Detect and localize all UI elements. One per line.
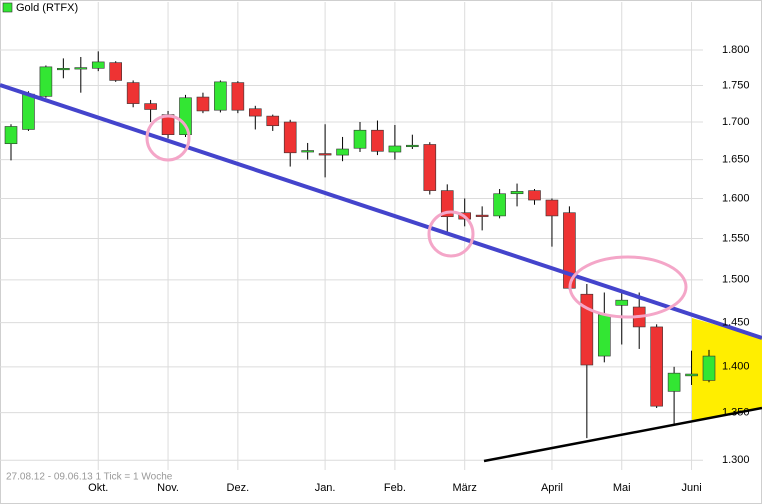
candle-body [528,190,541,201]
candle-body [214,81,227,111]
candle-body [423,144,437,191]
candle-body [249,108,262,117]
x-tick-label: Feb. [384,482,406,494]
candle-body [667,372,681,392]
candle-body [406,144,419,148]
footnote: 27.08.12 - 09.06.13 1 Tick = 1 Woche [6,472,173,483]
x-tick-label: Mai [613,482,631,494]
candle-body [126,82,140,104]
highlight-circle [568,255,688,319]
x-tick-label: Jan. [315,482,336,494]
candle-body [493,193,506,217]
candle-body [615,299,629,306]
y-tick-label: 1.450 [722,316,750,328]
candle-body [91,61,105,69]
y-tick-label: 1.300 [722,454,750,466]
candle-body [388,145,402,153]
candle-body [22,93,35,130]
candle-body [109,62,122,81]
y-tick-label: 1.800 [722,44,750,56]
axis-labels: 1.300 1.350 1.400 1.450 1.500 1.550 1.600 1.650… [88,44,749,494]
candle-body [283,121,297,154]
x-tick-label: März [452,482,476,494]
support-line [483,406,762,463]
candle-body [685,373,698,377]
candle-body [57,67,70,71]
candle-body [266,115,280,127]
candle-body [580,293,594,366]
candle-body [318,153,332,156]
candle-body [4,126,18,145]
candle-body [440,190,454,218]
candle-body [179,97,192,135]
candle-body [371,129,384,152]
candle-body [475,214,489,217]
candle-body [74,67,88,70]
candle-body [336,148,349,156]
x-tick-label: Okt. [88,482,108,494]
trend-line [0,83,762,340]
candle-body [196,96,210,112]
candle-body [597,314,611,357]
x-tick-label: Juni [681,482,701,494]
candle-body [301,150,314,153]
y-tick-label: 1.700 [722,116,750,128]
x-tick-label: Nov. [157,482,179,494]
y-tick-label: 1.400 [722,361,750,373]
y-tick-label: 1.500 [722,274,750,286]
candle-body [353,129,367,149]
x-tick-label: Dez. [227,482,250,494]
candle-body [650,326,663,407]
triangle-highlight [692,318,762,422]
y-tick-label: 1.350 [722,407,750,419]
y-tick-label: 1.550 [722,232,750,244]
y-tick-label: 1.600 [722,192,750,204]
candle-body [144,103,157,110]
legend-swatch [2,2,13,13]
candle-body [545,199,559,217]
legend-label: Gold (RTFX) [16,2,78,14]
candle-body [702,355,716,381]
candle-body [231,82,245,111]
y-tick-label: 1.650 [722,154,750,166]
highlight-circle [145,114,191,162]
y-tick-label: 1.750 [722,79,750,91]
highlight-circle [427,210,475,258]
candle-body [510,191,524,195]
x-tick-label: April [541,482,563,494]
candle-body [39,66,53,97]
